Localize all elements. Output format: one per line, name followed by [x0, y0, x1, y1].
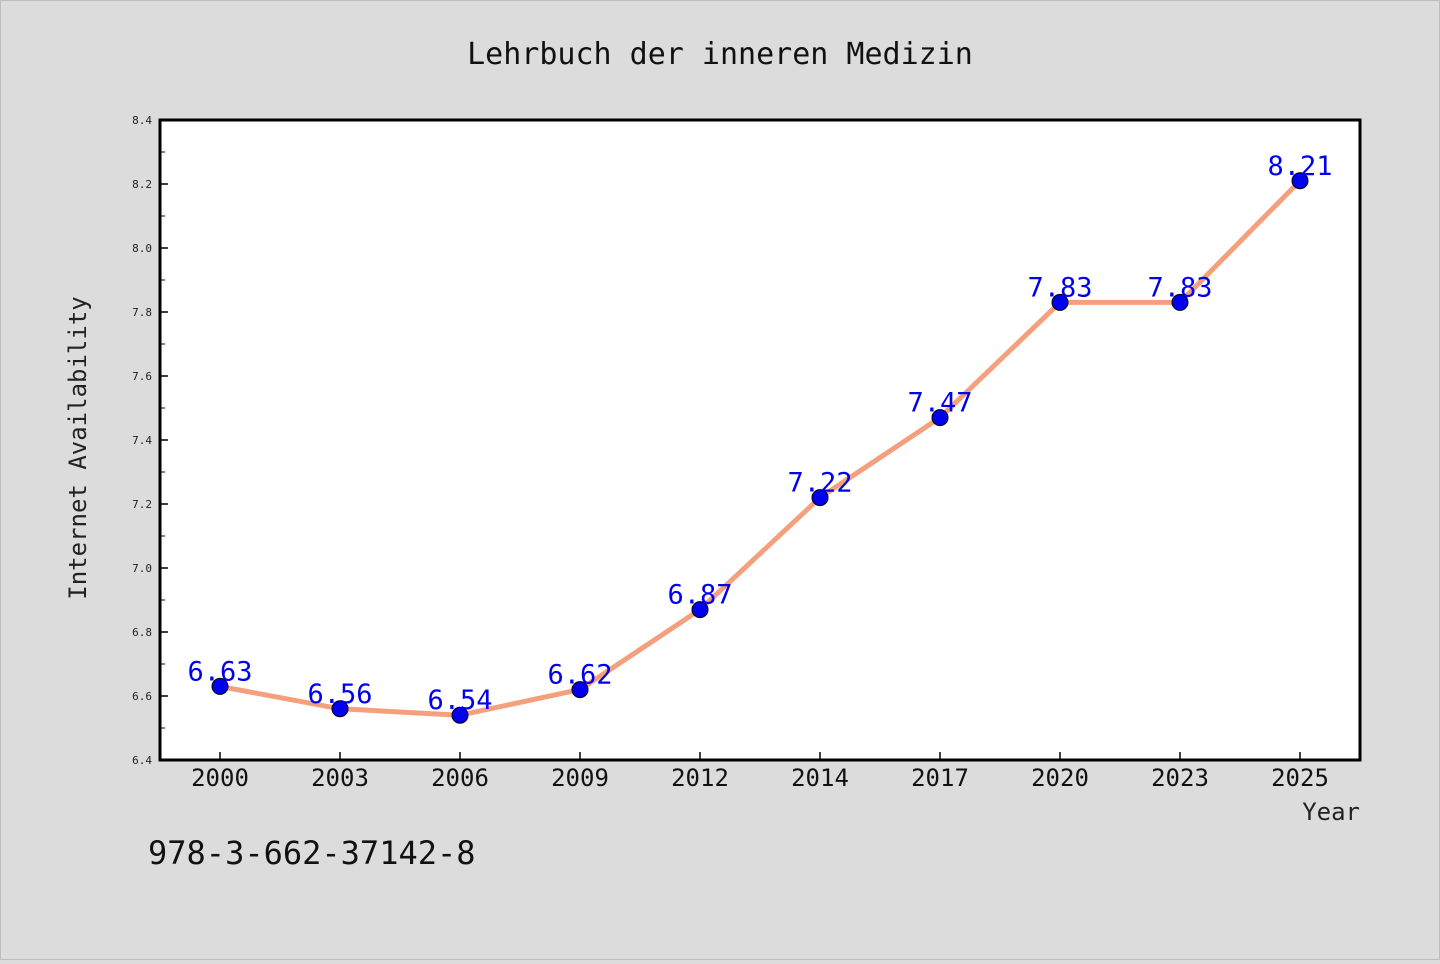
- plot-area: [158, 118, 1362, 762]
- data-point: [811, 489, 829, 507]
- data-label: 6.62: [547, 660, 612, 691]
- data-label: 6.63: [187, 656, 252, 687]
- data-point: [331, 700, 349, 718]
- y-tick-label: 7.0: [132, 562, 152, 575]
- y-axis-ticks: 6.4 6.6 6.8 7.0 7.2 7.4 7.6 7.8 8.0 8.2 8.4: [132, 114, 168, 767]
- x-tick-label: 2000: [191, 764, 249, 792]
- data-point: [931, 409, 949, 427]
- x-tick-label: 2023: [1151, 764, 1209, 792]
- x-tick-label: 2003: [311, 764, 369, 792]
- y-tick-label: 8.0: [132, 242, 152, 255]
- x-axis-label: Year: [1302, 798, 1360, 826]
- footer-text: 978-3-662-37142-8: [148, 834, 476, 872]
- y-axis-label: Internet Availability: [64, 296, 92, 599]
- x-tick-label: 2025: [1271, 764, 1329, 792]
- data-point: [571, 681, 589, 699]
- data-label: 8.21: [1267, 151, 1332, 182]
- x-tick-label: 2009: [551, 764, 609, 792]
- data-label: 7.83: [1027, 272, 1092, 303]
- data-point: [1051, 293, 1069, 311]
- data-point: [691, 601, 709, 619]
- data-label: 7.47: [907, 388, 972, 419]
- data-label: 6.56: [307, 679, 372, 710]
- y-tick-label: 7.2: [132, 498, 152, 511]
- data-label: 6.87: [667, 580, 732, 611]
- data-point: [1291, 172, 1309, 190]
- y-tick-label: 7.4: [132, 434, 152, 447]
- y-tick-label: 8.2: [132, 178, 152, 191]
- data-label: 6.54: [427, 685, 492, 716]
- y-tick-label: 6.6: [132, 690, 152, 703]
- x-tick-label: 2017: [911, 764, 969, 792]
- series-line: [217, 178, 1303, 718]
- x-tick-label: 2020: [1031, 764, 1089, 792]
- data-label: 7.22: [787, 468, 852, 499]
- x-tick-label: 2012: [671, 764, 729, 792]
- chart-title: Lehrbuch der inneren Medizin: [467, 37, 973, 72]
- y-tick-label: 7.6: [132, 370, 152, 383]
- y-tick-label: 8.4: [132, 114, 152, 127]
- y-tick-label: 6.8: [132, 626, 152, 639]
- series-layer: 6.63 6.56 6.54 6.62 6.87 7.22 7.47 7.83 7.83 8.21: [187, 151, 1333, 724]
- data-label: 7.83: [1147, 272, 1212, 303]
- data-point: [211, 677, 229, 695]
- y-tick-label: 7.8: [132, 306, 152, 319]
- data-point: [1171, 293, 1189, 311]
- x-tick-label: 2006: [431, 764, 489, 792]
- data-point: [451, 706, 469, 724]
- y-tick-label: 6.4: [132, 754, 152, 767]
- x-axis-ticks: 2000 2003 2006 2009 2012 2014 2017 2020 2023 2025: [191, 752, 1329, 792]
- x-tick-label: 2014: [791, 764, 849, 792]
